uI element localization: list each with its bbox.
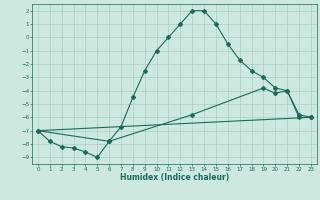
X-axis label: Humidex (Indice chaleur): Humidex (Indice chaleur) bbox=[120, 173, 229, 182]
